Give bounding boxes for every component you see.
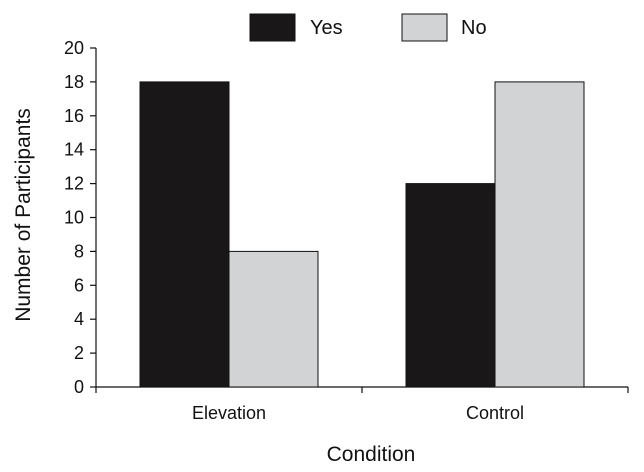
bar-yes-control [405,183,496,388]
y-axis: 0 2 4 6 8 10 12 14 16 18 20 [64,38,97,397]
y-tick-label: 14 [64,140,84,160]
y-tick-label: 6 [74,275,84,295]
y-tick-label: 10 [64,208,84,228]
x-tick-label: Elevation [192,403,266,423]
y-tick-label: 4 [74,309,84,329]
legend: Yes No [249,13,487,42]
y-tick-label: 2 [74,343,84,363]
legend-swatch-yes [249,13,296,42]
x-tick-label: Control [466,403,524,423]
bars-group [139,81,585,388]
y-tick-label: 18 [64,72,84,92]
legend-swatch-no [401,13,448,42]
bar-no-control [494,81,585,388]
x-axis: Elevation Control [95,386,629,423]
legend-label-yes: Yes [310,17,343,39]
bar-no-elevation [228,250,319,388]
y-axis-label: Number of Participants [12,108,35,322]
x-axis-label: Condition [327,443,416,466]
y-tick-label: 0 [74,377,84,397]
bar-yes-elevation [139,81,230,388]
y-tick-label: 8 [74,241,84,261]
legend-label-no: No [461,17,487,39]
y-tick-label: 12 [64,174,84,194]
y-tick-label: 20 [64,38,84,58]
y-tick-label: 16 [64,106,84,126]
